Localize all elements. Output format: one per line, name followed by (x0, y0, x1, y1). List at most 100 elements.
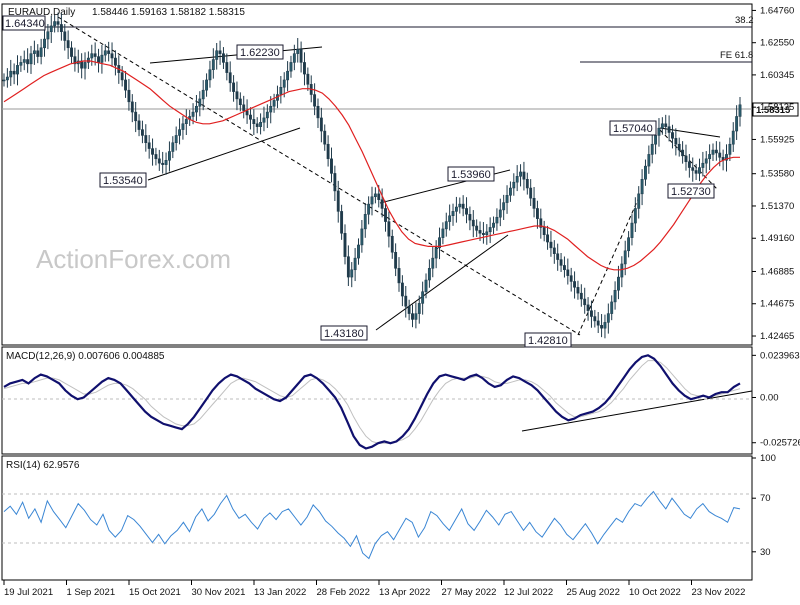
candle (731, 122, 735, 152)
label-1-64340: 1.64340 (5, 18, 45, 30)
candle (26, 48, 30, 73)
price-axis: 1.64760 1.62550 1.60345 1.58135 1.55925 1.535… (752, 5, 794, 342)
candle (708, 144, 712, 171)
candle (110, 42, 114, 67)
candle (19, 55, 23, 72)
candle (637, 186, 641, 219)
candle (130, 94, 134, 123)
candle (650, 132, 654, 164)
candle (303, 52, 306, 86)
candle (644, 159, 647, 186)
candle (535, 200, 539, 229)
candle (522, 161, 526, 191)
date-tick-label: 13 Jan 2022 (254, 587, 306, 598)
candle (252, 109, 256, 135)
date-tick-label: 15 Oct 2021 (129, 587, 181, 598)
macd-support-line (521, 390, 753, 432)
candle (563, 256, 566, 278)
candle (319, 107, 323, 143)
candle (519, 164, 522, 187)
fib-38-label: 38.2 (735, 15, 754, 26)
rsi-tick-label: 100 (760, 453, 776, 464)
candle (502, 194, 506, 220)
candle (552, 240, 556, 264)
candle (380, 188, 384, 218)
candle (225, 53, 229, 81)
candle (424, 273, 428, 299)
candle (444, 212, 448, 237)
candle (164, 152, 168, 175)
candle (593, 309, 597, 328)
candle (43, 27, 46, 57)
candle (363, 203, 367, 238)
candle (113, 50, 117, 76)
candle (728, 137, 732, 161)
candle (147, 134, 151, 159)
candle (691, 157, 695, 182)
candle (29, 45, 33, 74)
date-tick-label: 13 Apr 2022 (379, 587, 430, 598)
candle (340, 204, 344, 240)
price-tick-label: 1.62550 (760, 38, 794, 49)
candle (171, 136, 175, 159)
label-1-57040: 1.57040 (613, 123, 653, 135)
candle (255, 117, 259, 134)
candle (36, 44, 40, 64)
candle (151, 138, 154, 166)
candle (640, 169, 644, 206)
trendline-dashed-down (57, 16, 581, 336)
candle (390, 229, 394, 259)
candle (350, 262, 354, 288)
candle (404, 286, 408, 318)
candle (512, 173, 516, 196)
candle (198, 91, 202, 117)
candle (438, 227, 441, 260)
candle (56, 12, 60, 33)
candle (228, 61, 232, 92)
rsi-panel (1, 455, 753, 581)
candle (316, 98, 320, 128)
candle (610, 295, 614, 321)
label-1-43180: 1.43180 (324, 328, 364, 340)
candle (498, 198, 502, 227)
candle (174, 126, 178, 151)
candle (346, 245, 350, 287)
candle (201, 80, 205, 111)
candle (529, 179, 533, 206)
candle (471, 210, 475, 238)
macd-tick-label: 0.00 (760, 392, 779, 403)
candle (144, 124, 148, 152)
candle (238, 92, 242, 112)
candle (590, 300, 593, 328)
date-axis: 19 Jul 2021 1 Sep 2021 15 Oct 2021 30 Nov 2… (3, 580, 745, 598)
candle (265, 104, 269, 128)
date-tick-label: 12 Jul 2022 (504, 587, 553, 598)
candle (16, 55, 19, 86)
candle (215, 42, 219, 70)
candle (704, 151, 708, 174)
candle (542, 220, 546, 242)
candle (671, 124, 674, 149)
candle (299, 41, 303, 73)
label-1-52730: 1.52730 (671, 186, 711, 198)
candle (485, 224, 489, 245)
trendline-upper-1 (149, 46, 323, 64)
rsi-series (3, 490, 741, 560)
candle (687, 153, 691, 178)
price-tick-label: 1.44675 (760, 299, 794, 310)
candle (556, 243, 560, 271)
candle (124, 71, 127, 98)
price-series (2, 12, 742, 339)
candle (63, 24, 67, 51)
candle (458, 197, 462, 214)
candle (46, 24, 50, 50)
date-tick-label: 19 Jul 2021 (4, 587, 53, 598)
candle (515, 165, 519, 192)
candle (566, 258, 570, 285)
candle (630, 214, 634, 246)
candle (684, 144, 688, 171)
candle (417, 295, 421, 324)
candle (657, 118, 661, 147)
